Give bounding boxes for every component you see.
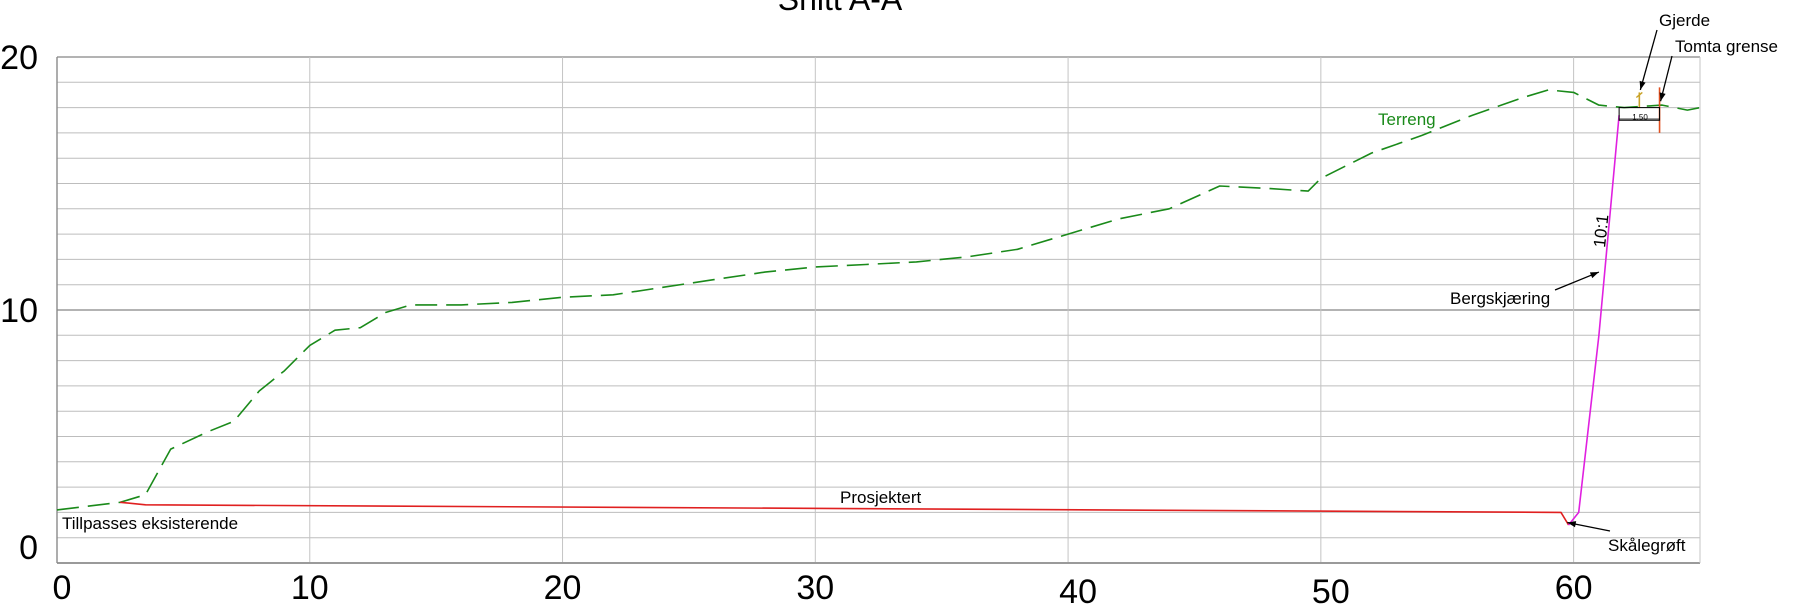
label-skalegroft: Skålegrøft [1608,536,1686,555]
x-tick-label: 30 [796,569,834,607]
x-tick-label: 0 [53,569,72,607]
axes [56,57,1701,564]
x-tick-label: 20 [544,569,582,607]
label-gjerde: Gjerde [1659,11,1710,30]
profile-lines [56,89,1701,526]
leader-gjerde-head [1639,80,1646,90]
leader-bergskjaering-head [1589,272,1599,279]
series-prosjektert [120,501,1570,526]
x-tick-label: 10 [291,569,329,607]
annotation-marks [1554,29,1673,532]
label-tillpasses-eksisterende: Tillpasses eksisterende [62,514,238,533]
y-tick-label: 20 [0,39,38,77]
series-bergskj-ring [1567,115,1620,526]
label-slope-10-1: 10:1 [1590,214,1612,249]
label-bergskjaering: Bergskjæring [1450,289,1550,308]
fence-symbol [1635,91,1643,99]
tick-labels: 0 10 20 30 40 50 60 0 10 20 [0,39,1592,611]
dimension-label: 1.50 [1632,113,1648,122]
y-tick-label: 0 [19,529,38,567]
grid [56,56,1700,564]
dimension-box [1618,107,1661,121]
label-prosjektert: Prosjektert [840,488,922,507]
chart-title: Snitt A-A [778,0,903,17]
x-tick-label: 40 [1059,573,1097,611]
label-terreng: Terreng [1378,110,1436,129]
leader-skalegroft-head [1567,521,1577,528]
x-tick-label: 60 [1555,569,1593,607]
leader-tomta-grense-head [1659,92,1666,102]
x-tick-label: 50 [1312,573,1350,611]
label-tomta-grense: Tomta grense [1675,37,1778,56]
series-terreng [56,89,1701,511]
leader-gjerde [1639,29,1658,91]
y-tick-label: 10 [0,292,38,330]
